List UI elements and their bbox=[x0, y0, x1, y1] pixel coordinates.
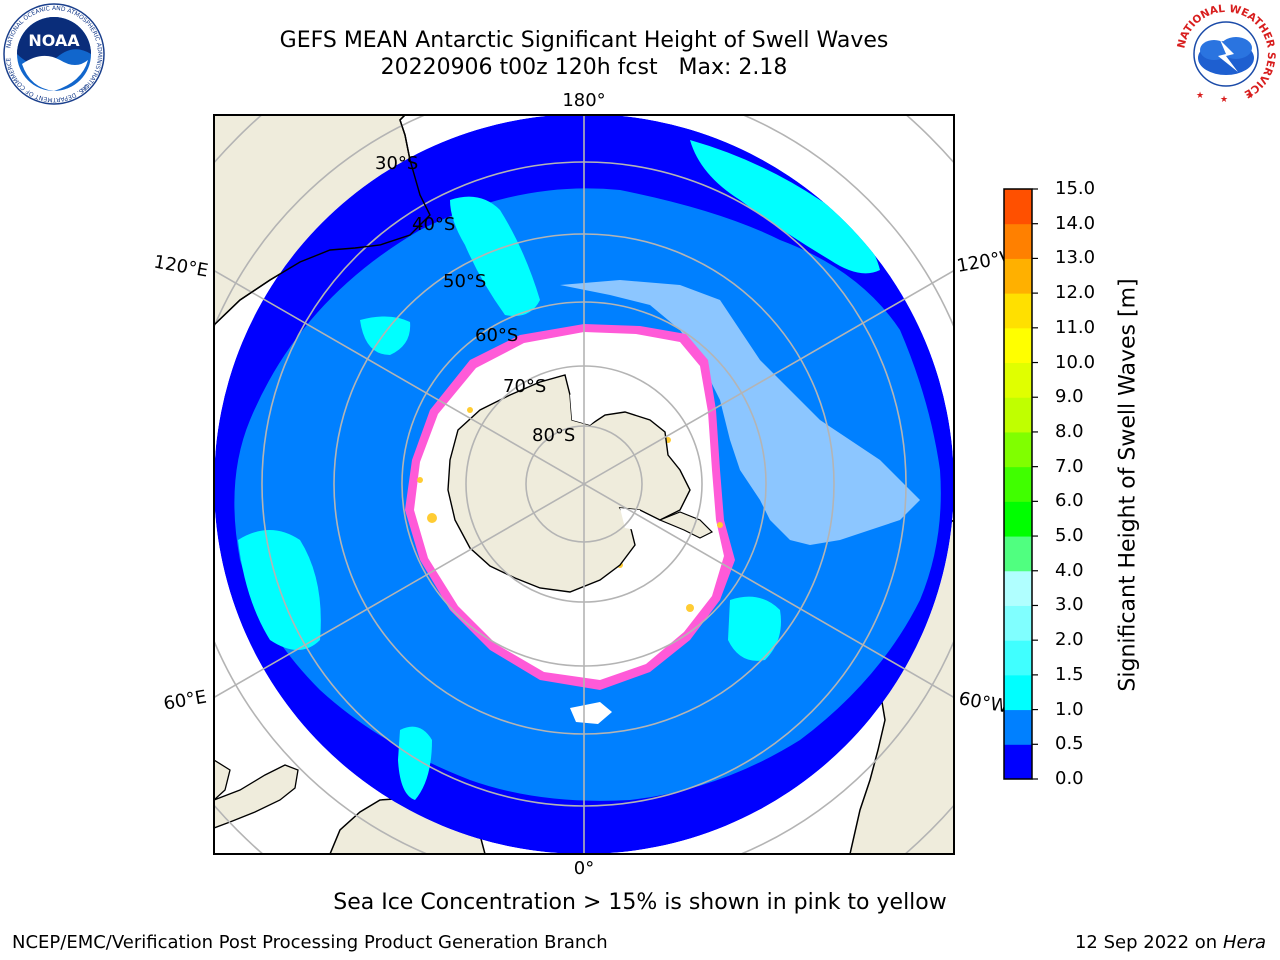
colorbar-tick-label: 5.0 bbox=[1055, 525, 1084, 547]
sea-ice-patch-atlantic bbox=[570, 702, 612, 724]
map-frame bbox=[213, 114, 955, 855]
colorbar-tick-label: 15.0 bbox=[1055, 178, 1096, 199]
lat-label-80s: 80°S bbox=[532, 425, 575, 446]
colorbar-bin bbox=[1004, 258, 1032, 294]
colorbar-bin bbox=[1004, 640, 1032, 676]
chart-subtitle-text: 20220906 t00z 120h fcst Max: 2.18 bbox=[380, 55, 788, 80]
colorbar-bin bbox=[1004, 431, 1032, 468]
colorbar-tick-label: 6.0 bbox=[1055, 490, 1084, 512]
producer-credit: NCEP/EMC/Verification Post Processing Pr… bbox=[12, 932, 608, 953]
swell-band-1-0-1-5-indian bbox=[360, 316, 411, 355]
colorbar-tick-label: 11.0 bbox=[1055, 316, 1096, 338]
sea-ice-note: Sea Ice Concentration > 15% is shown in … bbox=[0, 890, 1280, 915]
nws-logo: NATIONAL WEATHER SERVICE ★ ★ ★ bbox=[1174, 2, 1278, 106]
sea-ice-note-text: Sea Ice Concentration > 15% is shown in … bbox=[333, 890, 947, 915]
swell-band-1-0-1-5-tasman bbox=[450, 196, 540, 316]
noaa-logo-graphic: NOAA NATIONAL OCEANIC AND ATMOSPHERIC AD… bbox=[3, 3, 105, 105]
colorbar-tick-label: 3.0 bbox=[1055, 594, 1084, 616]
lon-label-180: 180° bbox=[562, 90, 605, 111]
lon-label-120e: 120°E bbox=[152, 251, 210, 281]
colorbar-tick-label: 8.0 bbox=[1055, 420, 1084, 442]
colorbar-tick-label: 2.0 bbox=[1055, 629, 1084, 651]
generation-date: 12 Sep 2022 on Hera bbox=[1075, 932, 1266, 953]
colorbar-tick-label: 10.0 bbox=[1055, 351, 1096, 373]
lon-label-60e: 60°E bbox=[162, 686, 208, 714]
lat-label-40s: 40°S bbox=[412, 214, 455, 235]
colorbar-tick-label: 1.5 bbox=[1055, 663, 1084, 685]
nws-logo-graphic: NATIONAL WEATHER SERVICE ★ ★ ★ bbox=[1175, 3, 1277, 105]
colorbar-frame bbox=[1003, 188, 1033, 780]
generation-machine: Hera bbox=[1222, 932, 1266, 953]
colorbar-bin bbox=[1004, 466, 1032, 502]
colorbar-bin bbox=[1004, 327, 1032, 364]
colorbar-tick-label: 0.0 bbox=[1055, 768, 1084, 789]
colorbar-bin bbox=[1004, 397, 1032, 433]
ross-ice-shelf bbox=[570, 382, 605, 425]
colorbar-tick-label: 9.0 bbox=[1055, 386, 1084, 408]
noaa-logo-text: NOAA bbox=[28, 31, 80, 50]
colorbar-tick-label: 1.0 bbox=[1055, 698, 1084, 720]
chart-title: GEFS MEAN Antarctic Significant Height o… bbox=[279, 28, 889, 53]
svg-text:★: ★ bbox=[1196, 91, 1204, 101]
lat-label-30s: 30°S bbox=[375, 153, 418, 174]
svg-text:★: ★ bbox=[1220, 95, 1228, 105]
colorbar-tick-label: 12.0 bbox=[1055, 282, 1096, 304]
colorbar-bin bbox=[1004, 605, 1032, 641]
colorbar-bin bbox=[1004, 536, 1032, 572]
svg-text:★: ★ bbox=[1246, 91, 1254, 101]
swell-band-1-0-1-5-south bbox=[398, 726, 432, 800]
colorbar-tick-label: 0.5 bbox=[1055, 733, 1084, 755]
colorbar-bin bbox=[1004, 189, 1032, 225]
colorbar-tick-label: 13.0 bbox=[1055, 247, 1096, 269]
lon-label-0: 0° bbox=[574, 858, 594, 879]
colorbar-tick-label: 14.0 bbox=[1055, 212, 1096, 234]
southern-africa-edge-land bbox=[214, 759, 231, 801]
colorbar bbox=[1003, 188, 1038, 780]
swell-band-1-0-1-5-atlantic bbox=[728, 596, 781, 661]
colorbar-bin bbox=[1004, 293, 1032, 329]
colorbar-bin bbox=[1004, 501, 1032, 537]
colorbar-bin bbox=[1004, 744, 1032, 780]
colorbar-title: Significant Height of Swell Waves [m] bbox=[1115, 278, 1141, 692]
antarctic-peninsula bbox=[658, 511, 714, 539]
colorbar-bin bbox=[1004, 362, 1032, 398]
colorbar-bin bbox=[1004, 223, 1032, 259]
sea-ice-patches-pacific bbox=[560, 280, 920, 545]
colorbar-bin bbox=[1004, 709, 1032, 745]
swell-band-1-0-1-5-east bbox=[690, 140, 880, 274]
chart-subtitle: 20220906 t00z 120h fcst Max: 2.18 bbox=[184, 55, 984, 81]
colorbar-bin bbox=[1004, 570, 1032, 606]
generation-on-word: on bbox=[1194, 932, 1218, 953]
lat-label-60s: 60°S bbox=[475, 325, 518, 346]
lat-label-70s: 70°S bbox=[503, 376, 546, 397]
colorbar-tick-label: 7.0 bbox=[1055, 455, 1084, 477]
generation-date-text: 12 Sep 2022 bbox=[1074, 932, 1190, 953]
australia-coast-overlay bbox=[214, 115, 431, 326]
lat-label-50s: 50°S bbox=[443, 271, 486, 292]
colorbar-tick-label: 4.0 bbox=[1055, 559, 1084, 581]
madagascar-land bbox=[214, 764, 299, 829]
noaa-logo: NOAA NATIONAL OCEANIC AND ATMOSPHERIC AD… bbox=[2, 2, 106, 106]
colorbar-bin bbox=[1004, 674, 1032, 711]
antarctica-land bbox=[447, 374, 691, 593]
lon-label-60w: 60°W bbox=[957, 688, 1010, 717]
